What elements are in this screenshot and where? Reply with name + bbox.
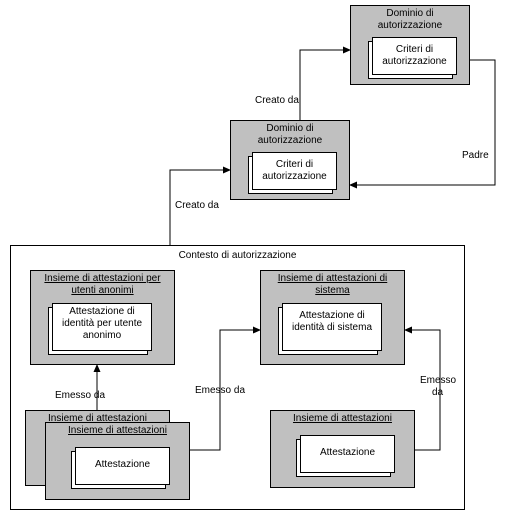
node-anon-claim-set: Insieme di attestazioni per utenti anoni… xyxy=(30,270,175,365)
inner-label: Attestazione di identità di sistema xyxy=(283,304,381,336)
edge-label-emesso-da-3a: Emesso xyxy=(420,375,456,386)
inner-card: Criteri di autorizzazione xyxy=(372,37,457,75)
inner-label: Attestazione xyxy=(76,448,169,473)
node-title: Insieme di attestazioni xyxy=(271,411,414,427)
diagram-canvas: Dominio di autorizzazione Criteri di aut… xyxy=(0,0,505,520)
node-auth-domain-top: Dominio di autorizzazione Criteri di aut… xyxy=(350,5,470,85)
node-system-claim-set: Insieme di attestazioni di sistema Attes… xyxy=(260,270,405,365)
inner-card: Attestazione xyxy=(75,447,170,485)
inner-card: Attestazione di identità per utente anon… xyxy=(52,303,152,351)
inner-label: Criteri di autorizzazione xyxy=(373,38,456,70)
inner-label: Attestazione xyxy=(301,436,394,461)
edge-label-creato-da-2: Creato da xyxy=(175,200,219,211)
node-title: Dominio di autorizzazione xyxy=(231,121,349,149)
edge-label-emesso-da-3b: da xyxy=(432,387,443,398)
edge-label-emesso-da-2: Emesso da xyxy=(195,385,245,396)
inner-label: Attestazione di identità per utente anon… xyxy=(53,304,151,344)
node-title: Insieme di attestazioni per utenti anoni… xyxy=(31,271,174,299)
context-title: Contesto di autorizzazione xyxy=(10,250,465,261)
inner-card: Attestazione xyxy=(300,435,395,473)
inner-card: Criteri di autorizzazione xyxy=(252,152,337,190)
node-claim-set-left-front: Insieme di attestazioni Attestazione xyxy=(45,422,190,500)
inner-card: Attestazione di identità di sistema xyxy=(282,303,382,351)
edge-label-padre: Padre xyxy=(462,150,489,161)
node-claim-set-right: Insieme di attestazioni Attestazione xyxy=(270,410,415,488)
edge-label-creato-da-1: Creato da xyxy=(255,95,299,106)
node-auth-domain-mid: Dominio di autorizzazione Criteri di aut… xyxy=(230,120,350,200)
inner-label: Criteri di autorizzazione xyxy=(253,153,336,185)
node-title: Insieme di attestazioni xyxy=(46,423,189,439)
edge-label-emesso-da-1: Emesso da xyxy=(55,390,105,401)
node-title: Insieme di attestazioni di sistema xyxy=(261,271,404,299)
node-title: Dominio di autorizzazione xyxy=(351,6,469,34)
